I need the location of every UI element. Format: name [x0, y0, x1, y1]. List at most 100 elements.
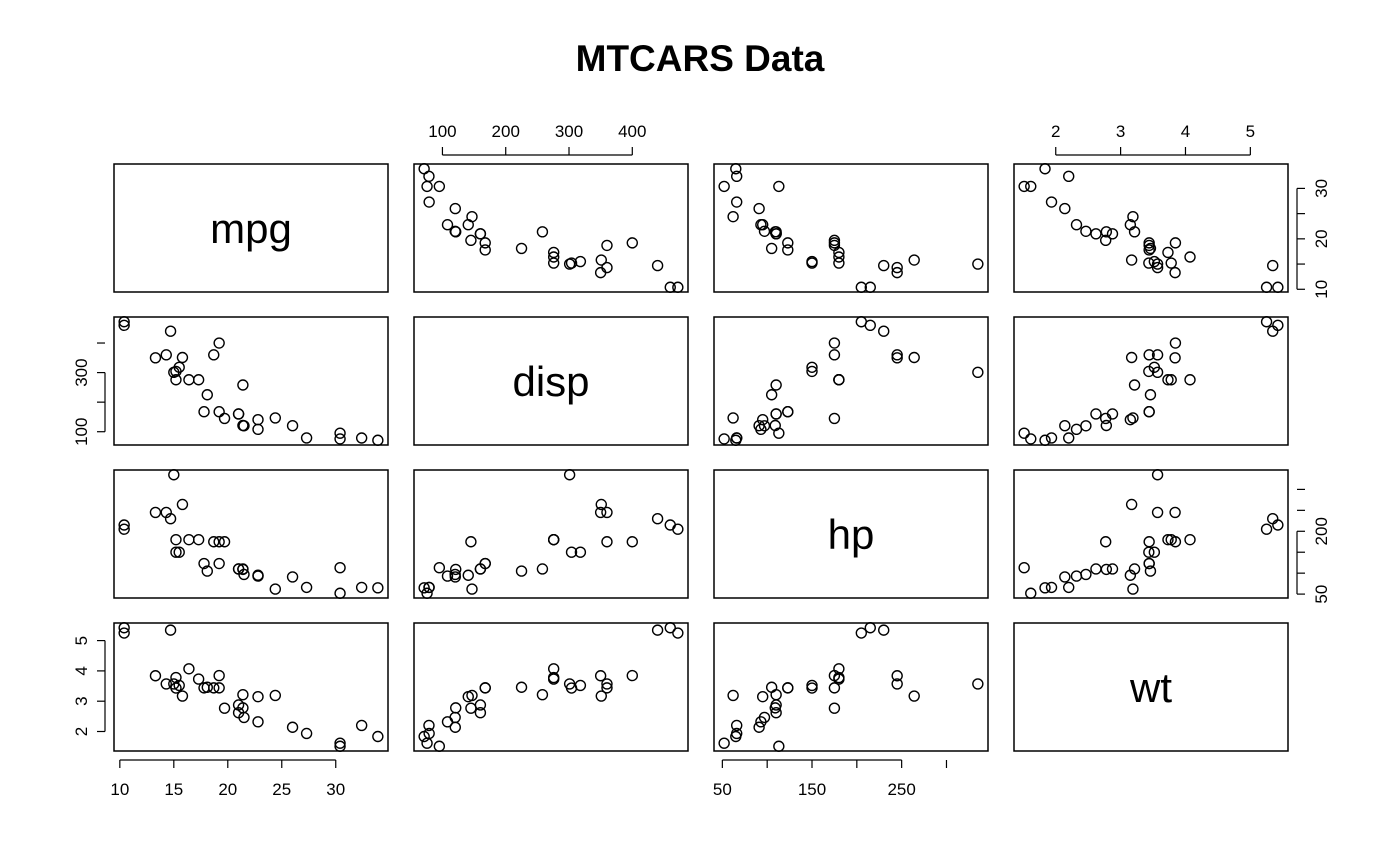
point-wt-vs-disp-24 [594, 670, 607, 682]
point-disp-vs-wt-23 [1143, 365, 1155, 378]
point-disp-vs-wt-21 [1080, 420, 1092, 432]
point-disp-vs-mpg-9 [252, 413, 264, 426]
tick-label-disp-left-300: 300 [72, 358, 91, 386]
diagonal-label-mpg: mpg [210, 205, 292, 252]
point-mpg-vs-disp-4 [536, 226, 549, 238]
point-wt-vs-hp-23 [806, 682, 818, 694]
point-disp-vs-wt-17 [1267, 325, 1279, 337]
panel-disp-vs-hp [713, 316, 989, 446]
point-mpg-vs-disp-15 [672, 281, 684, 293]
point-hp-vs-disp-14 [547, 533, 560, 546]
point-hp-vs-disp-3 [441, 570, 454, 582]
point-disp-vs-mpg-17 [164, 325, 177, 337]
point-disp-vs-mpg-2 [232, 408, 245, 420]
point-hp-vs-disp-26 [423, 581, 435, 594]
tick-label-disp-left-100: 100 [72, 418, 91, 446]
point-disp-vs-wt-3 [1070, 423, 1083, 436]
point-mpg-vs-wt-20 [1039, 163, 1051, 175]
point-hp-vs-mpg-15 [118, 523, 130, 535]
tick-label-wt-left-3: 3 [72, 696, 91, 705]
tick-label-hp-right-200: 200 [1312, 517, 1331, 545]
diagonal-label-wt: wt [1129, 664, 1172, 711]
point-mpg-vs-hp-26 [730, 196, 743, 208]
point-disp-vs-wt-25 [1169, 337, 1182, 349]
point-disp-vs-wt-8 [1127, 412, 1139, 424]
point-mpg-vs-disp-25 [626, 237, 638, 249]
point-hp-vs-disp-5 [601, 536, 613, 548]
point-wt-vs-hp-26 [730, 727, 743, 740]
point-wt-vs-mpg-12 [183, 663, 195, 675]
point-mpg-vs-wt-12 [1184, 251, 1196, 263]
point-hp-vs-mpg-27 [286, 571, 299, 583]
point-hp-vs-mpg-12 [183, 533, 195, 546]
point-mpg-vs-wt-15 [1260, 281, 1273, 293]
point-wt-vs-hp-30 [828, 702, 841, 714]
point-hp-vs-mpg-23 [170, 546, 182, 558]
point-disp-vs-wt-12 [1184, 374, 1196, 386]
tick-label-mpg-right-10: 10 [1312, 280, 1331, 299]
point-mpg-vs-disp-16 [664, 281, 676, 293]
point-wt-vs-disp-14 [547, 671, 560, 684]
point-hp-vs-wt-5 [1143, 536, 1155, 548]
point-hp-vs-disp-28 [433, 562, 446, 574]
tick-label-disp-400: 400 [618, 122, 646, 141]
point-disp-vs-wt-5 [1143, 349, 1155, 361]
point-disp-vs-mpg-32 [237, 419, 249, 432]
point-wt-vs-disp-18 [423, 719, 435, 732]
point-mpg-vs-disp-18 [423, 170, 435, 183]
point-hp-vs-disp-31 [563, 469, 576, 481]
point-hp-vs-disp-9 [462, 569, 474, 581]
panel-mpg-vs-mpg [113, 163, 389, 293]
point-mpg-vs-disp-2 [474, 228, 487, 240]
point-hp-vs-wt-31 [1151, 469, 1164, 481]
point-mpg-vs-hp-16 [864, 281, 876, 293]
point-disp-vs-hp-14 [833, 374, 845, 386]
point-hp-vs-wt-12 [1184, 533, 1196, 546]
point-mpg-vs-hp-8 [727, 210, 739, 223]
point-mpg-vs-hp-18 [730, 170, 743, 183]
point-hp-vs-mpg-19 [334, 587, 346, 599]
point-mpg-vs-wt-2 [1106, 228, 1119, 240]
point-wt-vs-disp-32 [450, 702, 462, 714]
point-hp-vs-wt-17 [1267, 513, 1279, 525]
point-wt-vs-mpg-11 [198, 682, 210, 694]
point-disp-vs-wt-18 [1063, 432, 1075, 444]
point-hp-vs-wt-32 [1100, 563, 1113, 576]
point-disp-vs-mpg-20 [372, 434, 384, 446]
point-wt-vs-disp-27 [449, 721, 461, 733]
point-wt-vs-hp-27 [753, 721, 765, 733]
point-disp-vs-mpg-4 [237, 379, 249, 391]
point-wt-vs-mpg-18 [355, 719, 368, 732]
point-mpg-vs-wt-16 [1272, 281, 1284, 293]
point-hp-vs-wt-23 [1143, 546, 1155, 558]
point-mpg-vs-disp-19 [421, 180, 433, 193]
point-disp-vs-wt-30 [1099, 412, 1112, 425]
point-mpg-vs-wt-26 [1045, 196, 1058, 208]
tick-label-wt-4: 4 [1181, 122, 1190, 141]
point-disp-vs-hp-5 [828, 349, 841, 361]
point-mpg-vs-disp-20 [418, 163, 430, 175]
point-disp-vs-wt-28 [1018, 427, 1030, 439]
point-hp-vs-wt-9 [1124, 569, 1137, 581]
point-disp-vs-hp-17 [878, 325, 890, 337]
point-disp-vs-hp-30 [828, 412, 841, 425]
panel-disp-vs-disp [413, 316, 689, 446]
point-hp-vs-disp-22 [574, 546, 587, 558]
diagonal-label-disp: disp [512, 358, 589, 405]
point-hp-vs-wt-15 [1260, 523, 1273, 535]
point-hp-vs-disp-20 [418, 582, 430, 594]
point-mpg-vs-wt-1 [1090, 228, 1102, 240]
point-mpg-vs-disp-5 [601, 239, 613, 252]
point-hp-vs-disp-6 [515, 565, 528, 577]
point-hp-vs-mpg-32 [237, 563, 249, 576]
point-wt-vs-mpg-10 [213, 682, 225, 694]
point-wt-vs-disp-9 [462, 690, 474, 703]
point-disp-vs-mpg-16 [118, 319, 130, 331]
point-hp-vs-wt-7 [1151, 506, 1164, 519]
point-disp-vs-mpg-8 [269, 412, 281, 424]
panel-hp-vs-hp [713, 469, 989, 599]
point-wt-vs-hp-25 [828, 669, 841, 682]
point-wt-vs-hp-17 [878, 624, 890, 636]
point-mpg-vs-hp-24 [891, 266, 903, 279]
point-mpg-vs-hp-31 [972, 258, 984, 270]
